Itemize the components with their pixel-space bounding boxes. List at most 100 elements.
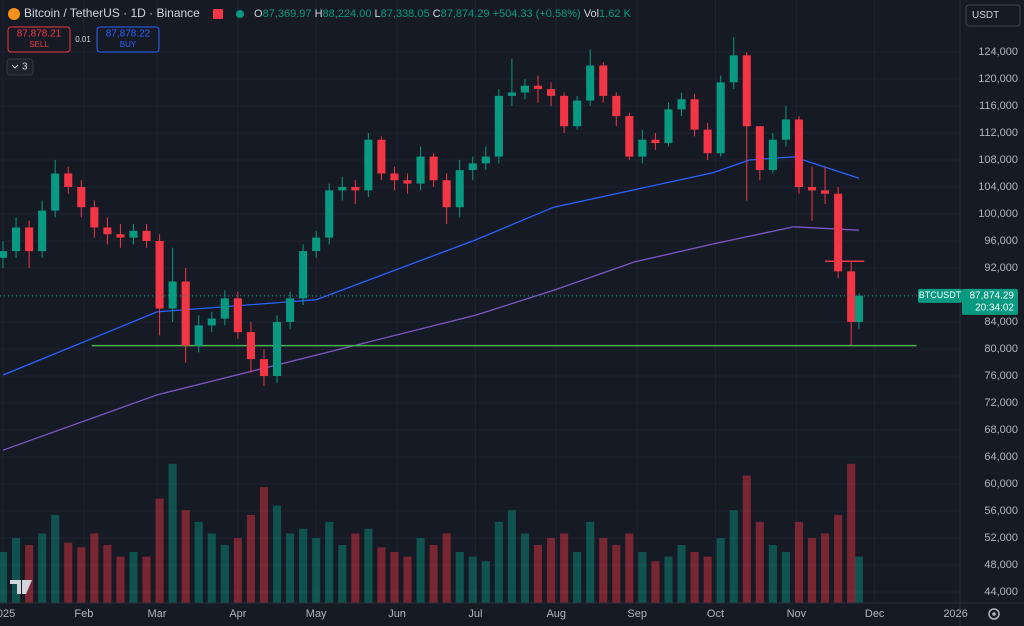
volume-bar xyxy=(351,533,360,603)
volume-bar xyxy=(716,538,725,603)
moving-average xyxy=(2,156,860,376)
volume-bar xyxy=(429,545,438,603)
candle-body xyxy=(272,321,282,376)
legend: Bitcoin / TetherUS · 1D · Binance O87,36… xyxy=(8,6,631,20)
candle-body xyxy=(325,190,334,238)
y-tick-label: 92,000 xyxy=(984,262,1018,274)
volume-bar xyxy=(416,538,425,603)
candle-body xyxy=(612,95,621,117)
candle-body xyxy=(312,237,321,252)
volume-bar xyxy=(390,551,399,603)
symbol-tag-label: BTCUSDT xyxy=(919,290,962,300)
candle-body xyxy=(377,139,386,174)
symbol: Bitcoin / TetherUS · 1D · Binance xyxy=(24,6,200,20)
volume-bar xyxy=(403,556,412,603)
candle-body xyxy=(299,251,308,299)
volume-bar xyxy=(220,545,229,603)
y-tick-label: 48,000 xyxy=(984,559,1018,571)
candle-body xyxy=(677,99,686,110)
x-tick-label: Dec xyxy=(865,608,885,620)
y-tick-label: 116,000 xyxy=(979,100,1018,112)
candle-body xyxy=(847,271,856,322)
y-tick-label: 112,000 xyxy=(979,127,1018,139)
ohlc-value: 88,224.00 xyxy=(323,8,372,20)
y-tick-label: 104,000 xyxy=(978,181,1018,193)
y-tick-label: 68,000 xyxy=(984,424,1018,436)
indicators-toggle[interactable] xyxy=(6,58,34,76)
price-tag xyxy=(962,288,1018,315)
ohlc: O87,369.97 H88,224.00 L87,338.05 C87,874… xyxy=(254,8,631,20)
x-tick-label: Mar xyxy=(148,608,167,620)
volume-bar xyxy=(207,533,216,603)
candle-body xyxy=(507,92,516,96)
volume-label: Vol xyxy=(584,8,599,20)
x-tick-label: Apr xyxy=(229,608,246,620)
candle-body xyxy=(703,129,712,154)
candle-body xyxy=(468,163,477,171)
volume-bar xyxy=(664,556,673,603)
volume-bar xyxy=(794,521,804,603)
volume-bar xyxy=(847,463,856,603)
settings-icon[interactable] xyxy=(988,608,1000,620)
candle-body xyxy=(690,99,699,130)
candle-body xyxy=(403,180,412,184)
candle-body xyxy=(155,240,164,309)
candle-body xyxy=(742,55,751,127)
volume-bar xyxy=(312,538,321,603)
volume-bar xyxy=(181,510,190,603)
y-tick-label: 120,000 xyxy=(978,73,1018,85)
candle-body xyxy=(854,295,864,322)
volume-bar xyxy=(338,545,347,603)
volume-bar xyxy=(90,533,99,603)
x-tick-label: Aug xyxy=(546,608,566,620)
candle-body xyxy=(390,173,399,181)
volume-bar xyxy=(116,556,125,603)
candle-body xyxy=(259,359,269,376)
x-tick-label: Jul xyxy=(468,608,482,620)
volume-bar xyxy=(729,510,738,603)
sell-label: SELL xyxy=(29,40,49,49)
y-tick-label: 100,000 xyxy=(978,208,1018,220)
candle-body xyxy=(781,119,790,140)
volume-bar xyxy=(468,556,477,603)
volume-bar xyxy=(325,521,334,603)
candle-body xyxy=(142,230,151,241)
y-tick-label: 80,000 xyxy=(984,343,1018,355)
y-tick-label: 84,000 xyxy=(984,316,1018,328)
logo-shape xyxy=(10,580,32,594)
trade-buttons: 87,878.21 SELL 0.01 87,878.22 BUY 3 xyxy=(6,26,160,76)
candle-body xyxy=(442,180,451,208)
candle-body xyxy=(194,325,203,346)
moving-average xyxy=(2,226,860,451)
volume-bar xyxy=(547,538,556,603)
candle-body xyxy=(768,139,777,171)
exchange-flag xyxy=(213,9,223,19)
currency-button[interactable] xyxy=(965,4,1021,27)
volume-bar xyxy=(854,556,864,603)
volume-bar xyxy=(625,533,634,603)
candle-body xyxy=(116,234,125,238)
y-tick-label: 124,000 xyxy=(978,46,1018,58)
spread: 0.01 xyxy=(75,35,91,44)
sell-button[interactable] xyxy=(7,26,71,53)
candle-body xyxy=(12,227,21,252)
candle-body xyxy=(560,95,569,127)
candle-body xyxy=(755,126,764,171)
ohlc-label: C xyxy=(433,8,441,20)
candle-body xyxy=(103,227,112,235)
volume-bar xyxy=(481,561,490,603)
x-tick-label: 2026 xyxy=(943,608,967,620)
volume-bar xyxy=(533,545,543,603)
volume-bar xyxy=(38,533,47,603)
buy-button[interactable] xyxy=(96,26,160,53)
volume-bar xyxy=(781,551,790,603)
volume-bar xyxy=(272,505,282,603)
market-status xyxy=(236,10,244,18)
x-tick-label: Feb xyxy=(74,608,93,620)
candle-body xyxy=(207,318,216,326)
volume-bar xyxy=(612,545,621,603)
y-tick-label: 76,000 xyxy=(984,370,1018,382)
volume-bar xyxy=(64,542,73,603)
candle-body xyxy=(586,65,595,101)
